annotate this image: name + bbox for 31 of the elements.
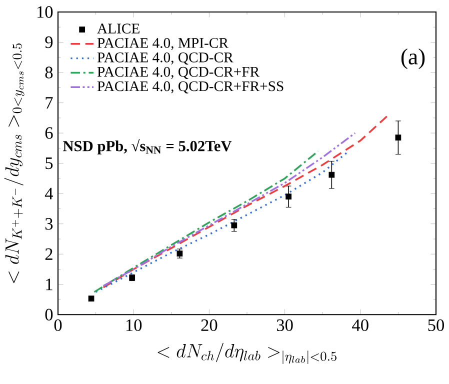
legend-label: PACIAE 4.0, QCD-CR+FR bbox=[97, 66, 260, 79]
x-tick-label: 40 bbox=[352, 319, 368, 332]
x-axis-title: $< dN_{ch}/d\eta_{lab} >_{|\eta_{lab}|<0.5}$ bbox=[158, 342, 336, 364]
legend-label: PACIAE 4.0, QCD-CR bbox=[97, 52, 234, 65]
legend-label: PACIAE 4.0, QCD-CR+FR+SS bbox=[97, 81, 284, 94]
legend-label: ALICE bbox=[97, 24, 140, 34]
point bbox=[176, 250, 183, 256]
point bbox=[328, 172, 335, 178]
x-tick-label: 0 bbox=[54, 319, 62, 332]
y-axis-title: $< dN_{K^{+}+K^{-}}/dy_{cms} >_{0<y_{cms}<0.5}$ bbox=[4, 43, 24, 283]
y-tick-label: 5 bbox=[46, 158, 53, 170]
x-tick-label: 10 bbox=[126, 319, 142, 332]
annotation: NSD pPb, √s$_{NN}$ = 5.02TeV bbox=[63, 138, 232, 154]
point bbox=[395, 134, 402, 141]
y-tick-label: 3 bbox=[45, 218, 53, 230]
y-tick-label: 8 bbox=[45, 66, 53, 78]
legend-label: PACIAE 4.0, MPI-CR bbox=[97, 38, 228, 50]
x-tick-label: 20 bbox=[201, 319, 218, 332]
annotation: (a) bbox=[401, 48, 425, 70]
y-tick-label: 1 bbox=[46, 278, 52, 290]
point bbox=[231, 222, 238, 228]
y-tick-label: 9 bbox=[45, 36, 53, 48]
y-tick-label: 7 bbox=[46, 97, 53, 108]
y-tick-label: 4 bbox=[44, 188, 54, 200]
x-tick-label: 30 bbox=[276, 319, 293, 332]
y-tick-label: 0 bbox=[45, 308, 53, 320]
x-tick-label: 50 bbox=[428, 319, 444, 332]
y-tick-label: 10 bbox=[37, 6, 53, 18]
point bbox=[286, 194, 292, 200]
y-tick-label: 6 bbox=[45, 127, 53, 139]
y-tick-label: 2 bbox=[45, 248, 52, 260]
